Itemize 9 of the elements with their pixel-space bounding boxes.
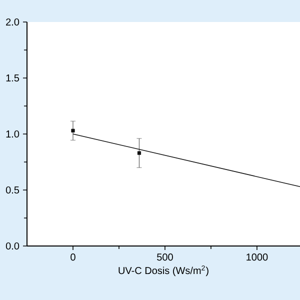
y-tick-label: 2.0 xyxy=(6,18,20,26)
x-tick-label: 1000 xyxy=(246,254,268,261)
y-tick-label: 0.0 xyxy=(6,242,20,250)
x-axis-title: UV-C Dosis (Ws/m$^{2}$) xyxy=(118,265,208,276)
y-tick-label: 1.0 xyxy=(6,130,20,138)
y-tick-label: 1.5 xyxy=(6,74,20,82)
x-tick-label: 0 xyxy=(70,254,76,261)
y-tick-label: 0.5 xyxy=(6,186,20,194)
x-tick-label: 500 xyxy=(157,254,173,261)
